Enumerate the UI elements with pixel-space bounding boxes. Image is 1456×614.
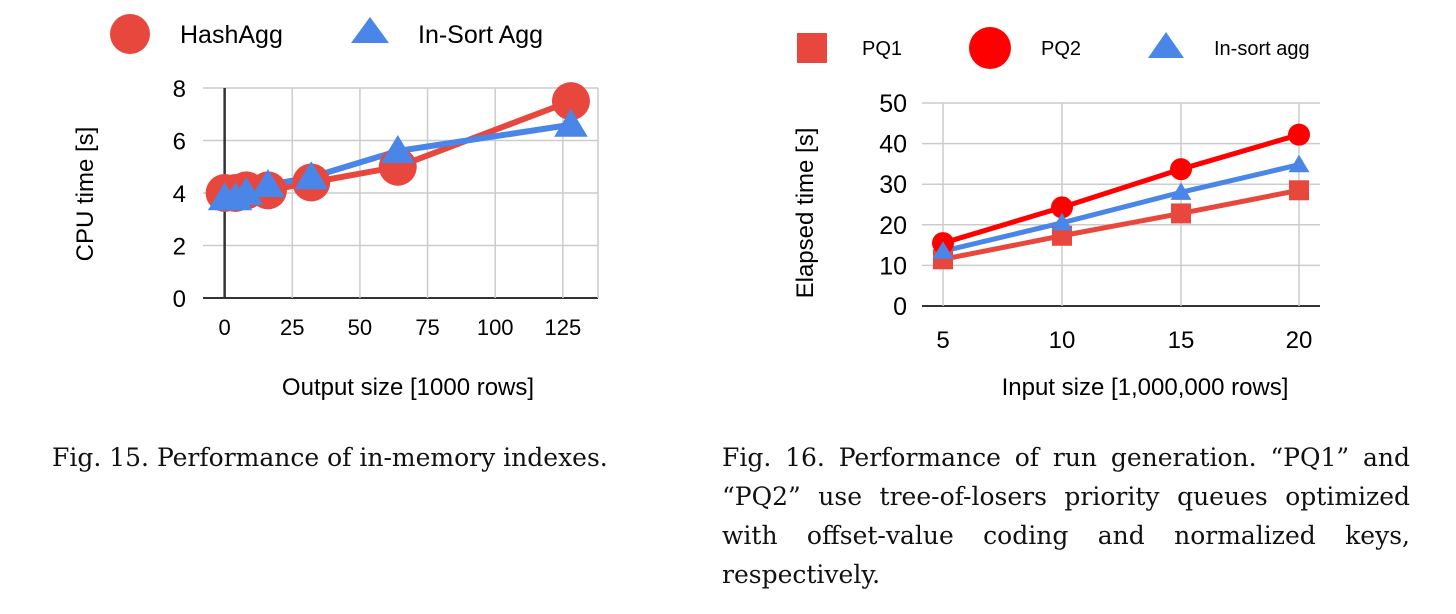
chart2-y-tick-label: 50 [879,90,907,118]
chart2-y-axis-label: Elapsed time [s] [792,128,819,299]
chart1-x-tick-label: 75 [415,315,439,340]
legend-pq1-marker [797,33,827,63]
chart-elapsed-time: 0 10 20 30 40 50 5 10 15 20 Input size [1,000,000… [792,27,1320,401]
chart1-point-insort-agg [229,177,264,205]
chart2-markers [932,123,1310,270]
chart-cpu-time: 0 2 4 6 8 0 25 50 75 100 125 Output size [1000 row… [72,14,599,401]
chart1-x-tick-label: 25 [280,315,304,340]
chart2-point-pq1 [1171,203,1191,224]
chart1-point-insort-agg [294,161,329,190]
legend-hashagg-label: HashAgg [180,21,283,49]
chart2-point-pq2 [1288,123,1310,146]
chart1-x-tick-label: 50 [348,315,372,340]
chart2-point-pq1 [1289,180,1309,201]
legend-pq1-label: PQ1 [862,38,902,60]
chart2-point-pq1 [1052,225,1072,246]
chart2-x-tick-label: 20 [1286,327,1313,354]
chart2-x-tick-label: 15 [1168,327,1195,354]
figure-15-caption: Fig. 15. Performance of in-memory indexe… [52,443,608,472]
legend-insort-agg-label: In-Sort Agg [418,21,543,49]
chart2-gridlines [922,102,1320,307]
chart1-x-tick-label: 0 [219,315,231,340]
legend-insort-marker [1148,32,1184,58]
legend-insort-label: In-sort agg [1214,38,1310,60]
chart2-line-insort-agg [942,162,1300,254]
chart1-y-tick-label: 0 [173,286,186,313]
figure-16-caption: Fig. 16. Performance of run generation. … [722,443,1410,589]
chart2-tick-labels: 0 10 20 30 40 50 5 10 15 20 [879,90,1312,354]
legend-pq2-label: PQ2 [1041,38,1081,60]
chart2-y-tick-label: 30 [879,171,907,199]
chart1-x-axis-label: Output size [1000 rows] [282,374,534,401]
chart2-line-pq2 [942,132,1300,246]
chart2-x-tick-label: 10 [1049,327,1076,354]
chart1-tick-labels: 0 2 4 6 8 0 25 50 75 100 125 [173,76,582,340]
chart2-legend: PQ1 PQ2 In-sort agg [797,27,1310,69]
chart2-y-tick-label: 40 [879,131,907,159]
chart1-point-insort-agg [251,169,285,198]
chart2-point-insort-agg [932,241,954,259]
chart1-y-tick-label: 8 [173,76,186,103]
chart1-y-tick-label: 6 [173,129,186,156]
chart1-point-insort-agg [554,108,588,137]
chart1-point-hashagg [551,82,590,121]
chart2-y-tick-label: 10 [879,252,907,280]
chart2-point-pq2 [1051,196,1073,219]
chart2-series-lines [942,132,1300,262]
chart2-y-tick-label: 20 [879,212,907,240]
chart2-point-pq2 [1170,158,1192,181]
chart2-x-axis-label: Input size [1,000,000 rows] [1002,374,1289,401]
chart1-markers [205,82,590,212]
chart2-line-pq1 [942,187,1300,262]
chart1-y-tick-label: 2 [173,234,186,261]
chart1-x-tick-label: 100 [477,315,514,340]
chart2-y-tick-label: 0 [893,293,907,321]
chart1-point-insort-agg [380,135,415,163]
chart1-y-axis-label: CPU time [s] [72,127,99,262]
legend-hashagg-marker [110,14,150,54]
chart1-x-tick-label: 125 [544,315,581,340]
chart2-point-insort-agg [1288,154,1310,173]
legend-pq2-marker [969,27,1011,69]
chart1-legend: HashAgg In-Sort Agg [110,14,543,54]
chart2-x-tick-label: 5 [936,327,949,354]
chart2-point-insort-agg [1170,182,1192,200]
chart1-y-tick-label: 4 [173,181,186,208]
legend-insort-agg-marker [351,17,389,43]
chart2-point-insort-agg [1051,212,1073,231]
